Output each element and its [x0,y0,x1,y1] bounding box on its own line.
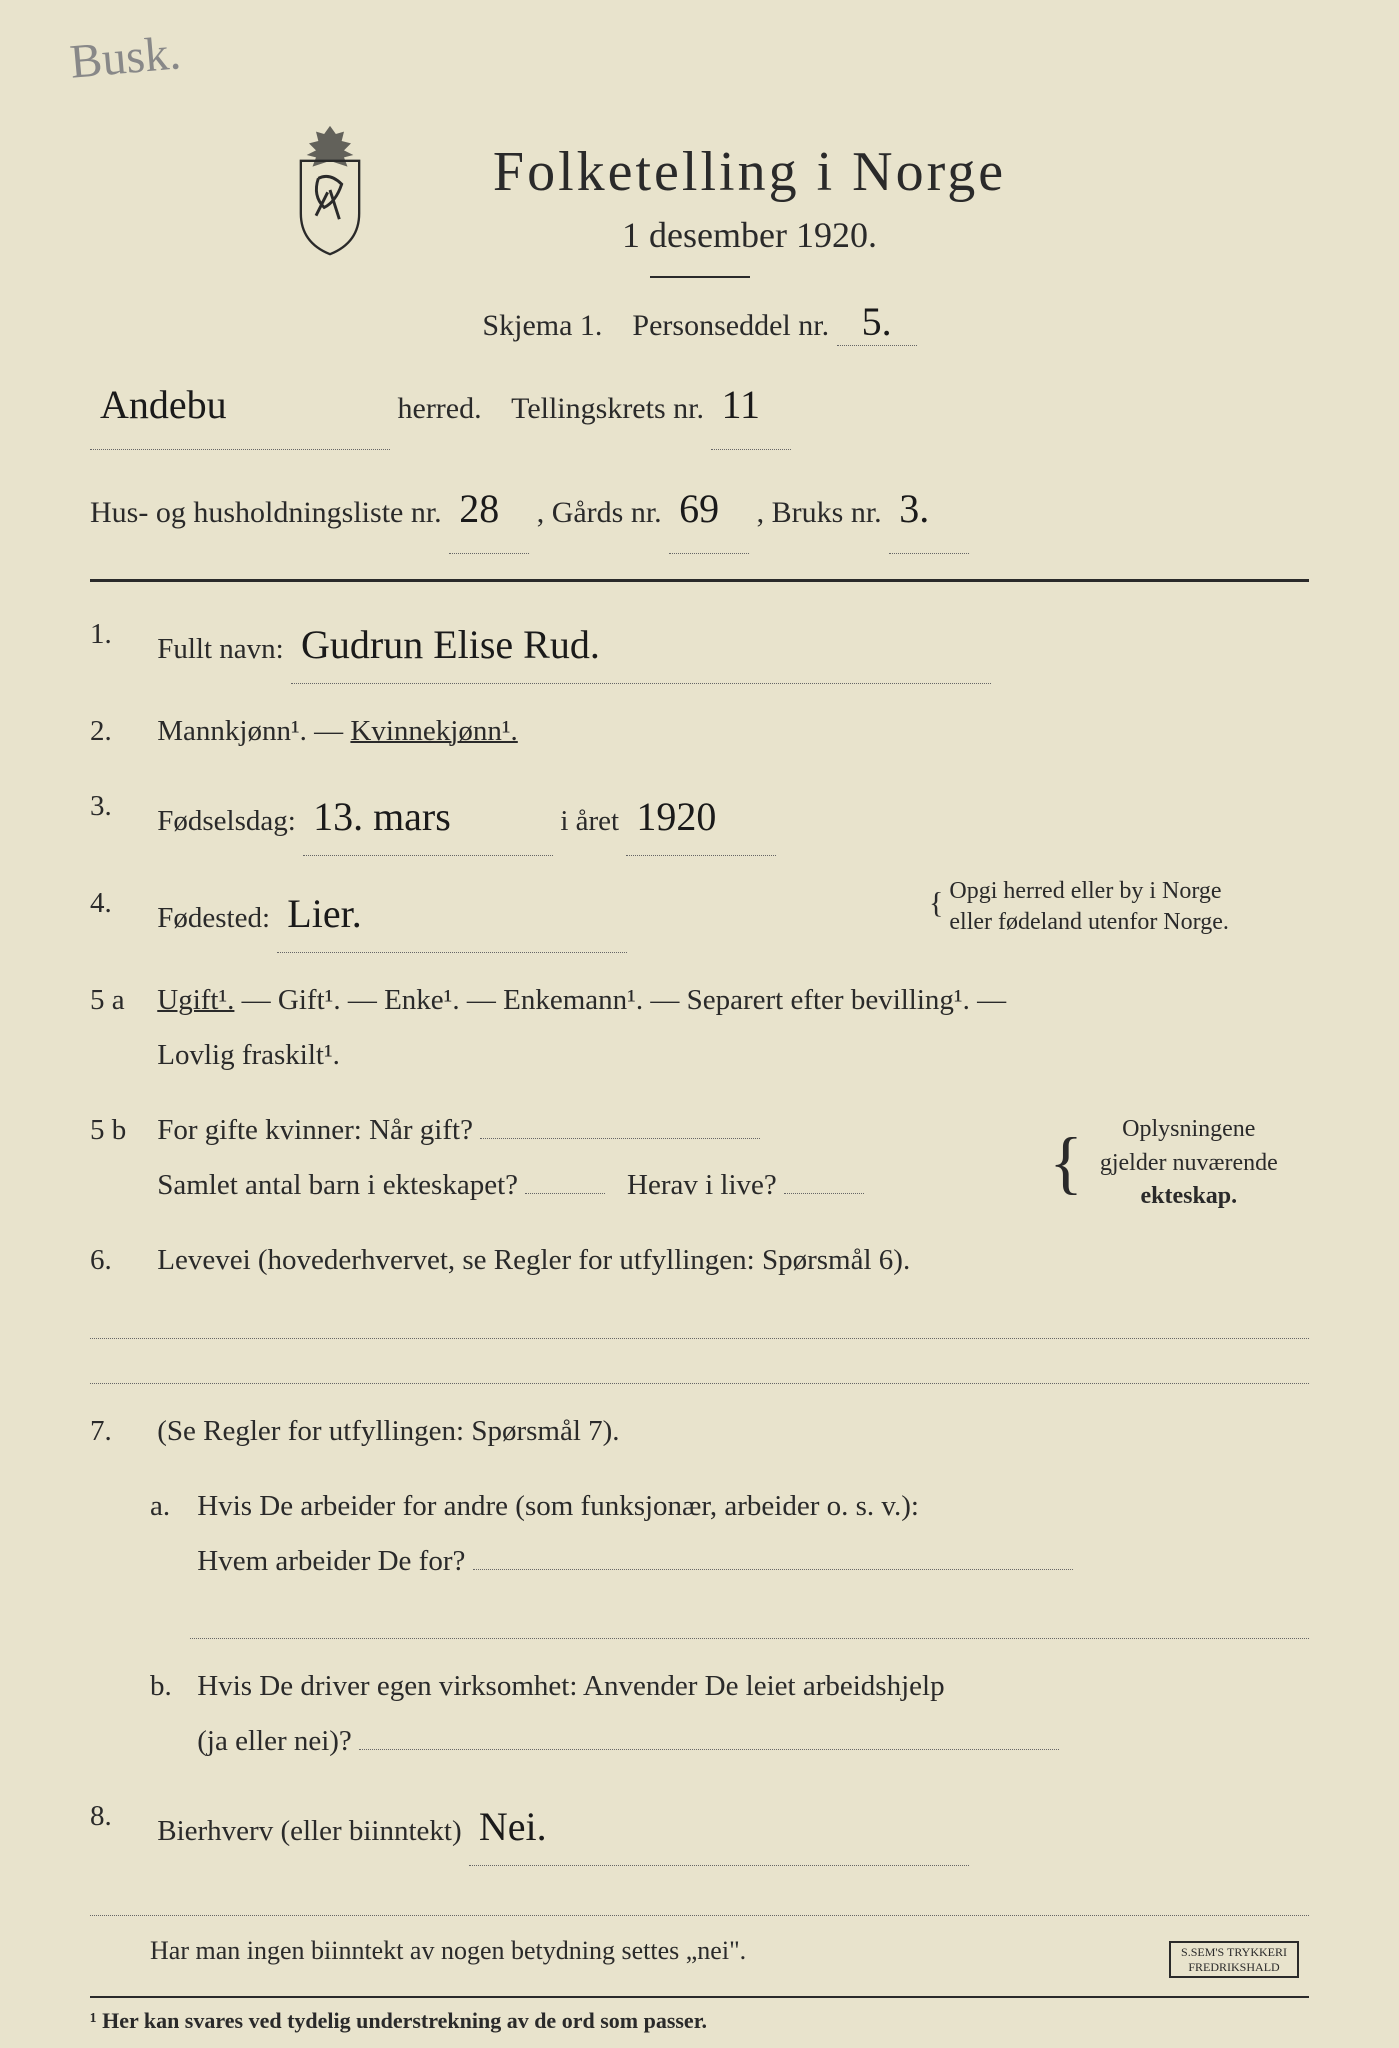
question-7: 7. (Se Regler for utfyllingen: Spørsmål … [90,1404,1309,1459]
q5b-live-blank [784,1160,864,1195]
document-header: Folketelling i Norge 1 desember 1920. [90,140,1309,278]
q5a-opt2: Gift¹. [278,984,341,1016]
personseddel-label: Personseddel nr. [632,309,829,342]
q5a-opt3: Enke¹. [384,984,460,1016]
bruks-value: 3. [889,465,969,554]
q4-number: 4. [90,876,150,931]
gards-label: , Gårds nr. [537,496,662,529]
q7-number: 7. [90,1404,150,1459]
q7b-line2: (ja eller nei)? [197,1725,352,1757]
q7-intro: (Se Regler for utfyllingen: Spørsmål 7). [157,1404,1296,1459]
q8-blank-line [90,1886,1309,1916]
top-annotation: Busk. [68,25,183,89]
q5b-line2b: Herav i live? [627,1169,777,1201]
q1-number: 1. [90,607,150,662]
q3-day-value: 13. mars [303,779,553,856]
q5a-number: 5 a [90,973,150,1028]
personseddel-value: 5. [837,298,917,346]
skjema-line: Skjema 1. Personseddel nr. 5. [90,298,1309,346]
herred-line: Andebu herred. Tellingskrets nr. 11 [90,361,1309,450]
q1-label: Fullt navn: [157,633,283,665]
footer-note: Har man ingen biinntekt av nogen betydni… [150,1936,1309,1966]
q5b-sidenote: { Oplysningene gjelder nuværende ekteska… [1039,1113,1299,1214]
q5b-number: 5 b [90,1103,150,1158]
printer-mark: S.SEM'S TRYKKERI FREDRIKSHALD [1169,1941,1299,1978]
q6-number: 6. [90,1233,150,1288]
q7a-letter: a. [150,1479,190,1534]
q6-blank-line-2 [90,1354,1309,1384]
q4-side-bot: eller fødeland utenfor Norge. [949,909,1228,935]
q5a-opt4: Enkemann¹. [503,984,643,1016]
q7b-blank [359,1715,1059,1750]
q7b-letter: b. [150,1659,190,1714]
q7a-line2: Hvem arbeider De for? [197,1545,465,1577]
q8-label: Bierhverv (eller biinntekt) [157,1815,461,1847]
question-7b: b. Hvis De driver egen virksomhet: Anven… [90,1659,1309,1769]
husliste-label: Hus- og husholdningsliste nr. [90,496,442,529]
question-1: 1. Fullt navn: Gudrun Elise Rud. [90,607,1309,684]
q3-number: 3. [90,779,150,834]
q7a-blank-line [190,1609,1309,1639]
q2-dash: — [314,715,350,747]
herred-label: herred. [398,392,482,425]
q2-kvinn: Kvinnekjønn¹. [350,715,517,747]
q5b-line1: For gifte kvinner: Når gift? [157,1114,473,1146]
q3-year-value: 1920 [626,779,776,856]
q4-value: Lier. [277,876,627,953]
q7b-line1: Hvis De driver egen virksomhet: Anvender… [197,1670,944,1702]
tellingskrets-label: Tellingskrets nr. [511,392,704,425]
q5b-barn-blank [525,1160,605,1195]
q8-number: 8. [90,1789,150,1844]
q8-value: Nei. [469,1789,969,1866]
q7a-blank [473,1535,1073,1570]
q4-sidenote: { Opgi herred eller by i Norge eller fød… [929,876,1309,938]
q4-label: Fødested: [157,902,270,934]
header-divider [650,276,750,278]
q4-side-top: Opgi herred eller by i Norge [949,878,1221,904]
bruks-label: , Bruks nr. [757,496,882,529]
q2-number: 2. [90,704,150,759]
q7a-line1: Hvis De arbeider for andre (som funksjon… [197,1490,919,1522]
section-divider [90,579,1309,582]
q5b-line2a: Samlet antal barn i ekteskapet? [157,1169,518,1201]
q2-mann: Mannkjønn¹. [157,715,307,747]
question-8: 8. Bierhverv (eller biinntekt) Nei. [90,1789,1309,1866]
q5a-opt6: Lovlig fraskilt¹. [157,1039,340,1071]
husliste-value: 28 [449,465,529,554]
q5a-opt5: Separert efter bevilling¹. [687,984,970,1016]
q5b-gift-blank [480,1104,760,1139]
q6-blank-line-1 [90,1309,1309,1339]
question-7a: a. Hvis De arbeider for andre (som funks… [90,1479,1309,1589]
herred-value: Andebu [90,361,390,450]
q6-text: Levevei (hovederhvervet, se Regler for u… [157,1233,1296,1288]
question-5a: 5 a Ugift¹. — Gift¹. — Enke¹. — Enkemann… [90,973,1309,1083]
question-4: 4. Fødested: Lier. { Opgi herred eller b… [90,876,1309,953]
q3-label: Fødselsdag: [157,805,296,837]
gards-value: 69 [669,465,749,554]
question-3: 3. Fødselsdag: 13. mars i året 1920 [90,779,1309,856]
q1-value: Gudrun Elise Rud. [291,607,991,684]
skjema-label: Skjema 1. [482,309,602,342]
footnote: ¹ Her kan svares ved tydelig understrekn… [90,1996,1309,2034]
coat-of-arms-icon [270,120,390,260]
q5a-opt1: Ugift¹. [157,984,234,1016]
question-5b: 5 b For gifte kvinner: Når gift? Samlet … [90,1103,1309,1213]
q3-mid: i året [560,805,619,837]
question-6: 6. Levevei (hovederhvervet, se Regler fo… [90,1233,1309,1288]
husliste-line: Hus- og husholdningsliste nr. 28 , Gårds… [90,465,1309,554]
question-2: 2. Mannkjønn¹. — Kvinnekjønn¹. [90,704,1309,759]
tellingskrets-value: 11 [711,361,791,450]
